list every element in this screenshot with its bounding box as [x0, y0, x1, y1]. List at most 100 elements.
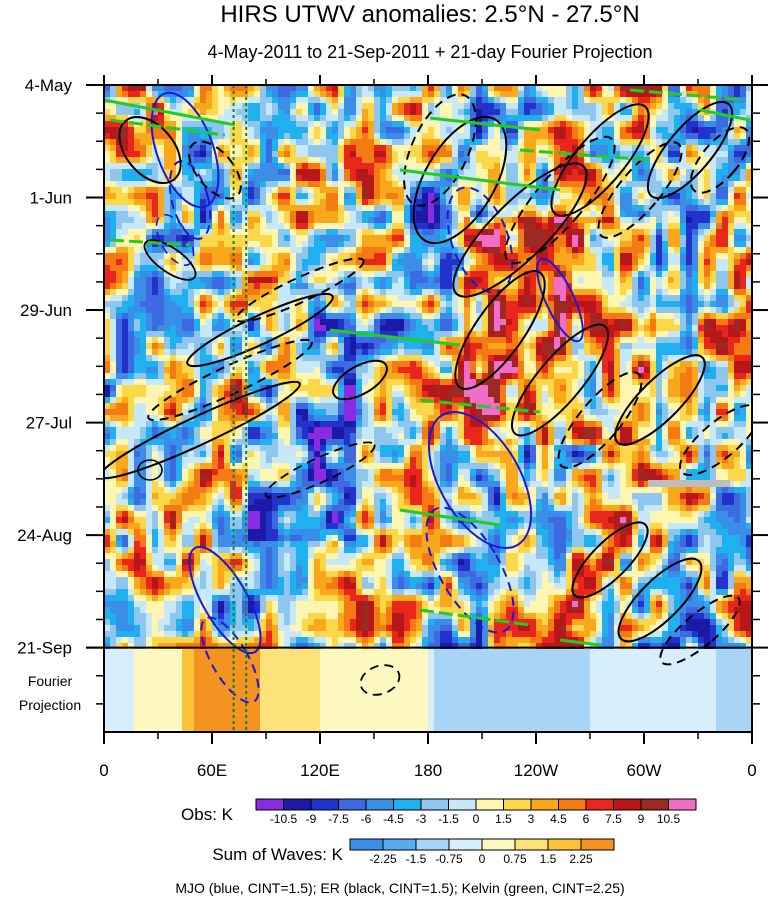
wave-contour-35: [137, 459, 163, 481]
y-tick-label-3: 27-Jul: [26, 414, 72, 433]
projection-label-line2: Projection: [19, 697, 81, 713]
wave-contour-13: [147, 338, 313, 422]
obs-colorbar-level-1: -9: [306, 812, 317, 826]
kelvin-contour-9: [419, 398, 541, 414]
wave-contour-22: [550, 103, 650, 217]
x-tick-label-6: 0: [747, 761, 756, 780]
obs-colorbar-swatch-2: [310, 798, 339, 811]
obs-colorbar-swatch-0: [255, 798, 284, 811]
waves-colorbar-level-1: -1.5: [406, 852, 427, 866]
wave-contour-31: [571, 521, 649, 599]
obs-colorbar-swatch-3: [338, 798, 367, 811]
wave-contour-11: [143, 239, 197, 281]
anomaly-field: [104, 85, 752, 732]
obs-colorbar-swatch-1: [283, 798, 312, 811]
obs-colorbar-level-0: -10.5: [270, 812, 298, 826]
kelvin-contour-7: [109, 238, 191, 247]
y-tick-label-0: 4-May: [25, 76, 73, 95]
obs-colorbar-swatch-15: [668, 798, 697, 811]
obs-colorbar-level-2: -7.5: [328, 812, 349, 826]
obs-colorbar-swatch-9: [503, 798, 532, 811]
waves-colorbar: -2.25 -1.5 -0.75 0 0.75 1.5 2.25: [349, 838, 615, 866]
kelvin-contour-5: [629, 88, 746, 102]
wave-contour-10: [188, 140, 242, 200]
wave-contour-5: [427, 411, 533, 549]
wave-contour-34: [359, 664, 401, 696]
x-tick-label-0: 0: [99, 761, 108, 780]
obs-colorbar-swatch-4: [365, 798, 394, 811]
wave-contour-32: [617, 557, 703, 643]
wave-contour-8: [446, 186, 514, 294]
obs-colorbar-level-13: 9: [638, 812, 645, 826]
x-axis: 0 60E 120E 180 120W 60W 0: [99, 75, 757, 780]
obs-colorbar-swatch-11: [558, 798, 587, 811]
waves-colorbar-swatch-3: [448, 838, 483, 851]
wave-contour-29: [614, 354, 706, 446]
obs-colorbar: -10.5 -9 -7.5 -6 -4.5 -3 -1.5 0 1.5 3 4.5 6 7.5 9 10.5: [255, 798, 697, 826]
wave-contour-3: [188, 545, 262, 655]
waves-colorbar-swatch-7: [580, 838, 615, 851]
wave-contour-30: [678, 404, 752, 476]
kelvin-contour-10: [399, 508, 501, 527]
kelvin-contour-4: [399, 168, 561, 192]
waves-colorbar-level-3: 0: [479, 852, 486, 866]
kelvin-contour-3: [519, 148, 651, 162]
y-tick-label-5: 21-Sep: [17, 639, 72, 658]
wave-contour-12: [186, 292, 334, 368]
wave-contour-7: [536, 257, 584, 343]
obs-colorbar-level-11: 6: [583, 812, 590, 826]
obs-colorbar-level-10: 4.5: [550, 812, 567, 826]
waves-colorbar-label: Sum of Waves: K: [212, 845, 343, 864]
waves-colorbar-level-5: 1.5: [540, 852, 557, 866]
waves-colorbar-swatch-0: [349, 838, 384, 851]
obs-colorbar-level-5: -3: [416, 812, 427, 826]
y-axis: 4-May 1-Jun 29-Jun 27-Jul 24-Aug 21-Sep: [17, 76, 768, 705]
wave-contour-9: [118, 116, 182, 184]
wave-contour-19: [403, 93, 477, 207]
missing-data-patch: [648, 480, 730, 487]
waves-colorbar-level-6: 2.25: [569, 852, 593, 866]
waves-colorbar-swatch-2: [415, 838, 450, 851]
obs-colorbar-level-4: -4.5: [383, 812, 404, 826]
obs-colorbar-swatch-12: [585, 798, 614, 811]
obs-colorbar-swatch-10: [530, 798, 559, 811]
x-tick-label-1: 60E: [197, 761, 227, 780]
wave-contour-23: [597, 141, 683, 239]
obs-colorbar-swatch-13: [613, 798, 642, 811]
kelvin-contour-0: [104, 98, 236, 127]
wave-contour-20: [452, 162, 588, 298]
wave-contour-25: [689, 126, 751, 194]
wave-contour-14: [104, 380, 301, 480]
waves-colorbar-swatch-5: [514, 838, 549, 851]
projection-label-line1: Fourier: [28, 673, 73, 689]
wave-contour-26: [454, 270, 546, 390]
chart-title: HIRS UTWV anomalies: 2.5°N - 27.5°N: [220, 1, 639, 28]
wave-contour-18: [412, 115, 508, 245]
obs-colorbar-level-12: 7.5: [605, 812, 622, 826]
wave-contour-24: [646, 100, 734, 200]
obs-colorbar-level-9: 3: [528, 812, 535, 826]
wave-contour-21: [504, 135, 616, 265]
waves-colorbar-swatch-4: [481, 838, 516, 851]
waves-colorbar-level-4: 0.75: [503, 852, 527, 866]
obs-colorbar-swatch-8: [475, 798, 504, 811]
y-tick-label-1: 1-Jun: [29, 189, 72, 208]
wave-contour-17: [332, 359, 388, 401]
chart-subtitle: 4-May-2011 to 21-Sep-2011 + 21-day Fouri…: [207, 42, 652, 62]
obs-colorbar-level-6: -1.5: [438, 812, 459, 826]
wave-contour-0: [150, 91, 220, 209]
y-tick-label-2: 29-Jun: [20, 301, 72, 320]
obs-colorbar-swatch-14: [640, 798, 669, 811]
wave-contours: [104, 85, 752, 732]
waves-colorbar-swatch-6: [547, 838, 582, 851]
kelvin-contour-12: [559, 638, 601, 647]
waves-colorbar-level-0: -2.25: [369, 852, 397, 866]
x-tick-label-3: 180: [414, 761, 442, 780]
kelvin-contour-1: [109, 118, 226, 137]
obs-colorbar-swatch-7: [448, 798, 477, 811]
x-tick-label-5: 60W: [627, 761, 662, 780]
kelvin-contour-2: [429, 116, 541, 132]
x-tick-label-2: 120E: [300, 761, 340, 780]
obs-colorbar-swatch-6: [420, 798, 449, 811]
